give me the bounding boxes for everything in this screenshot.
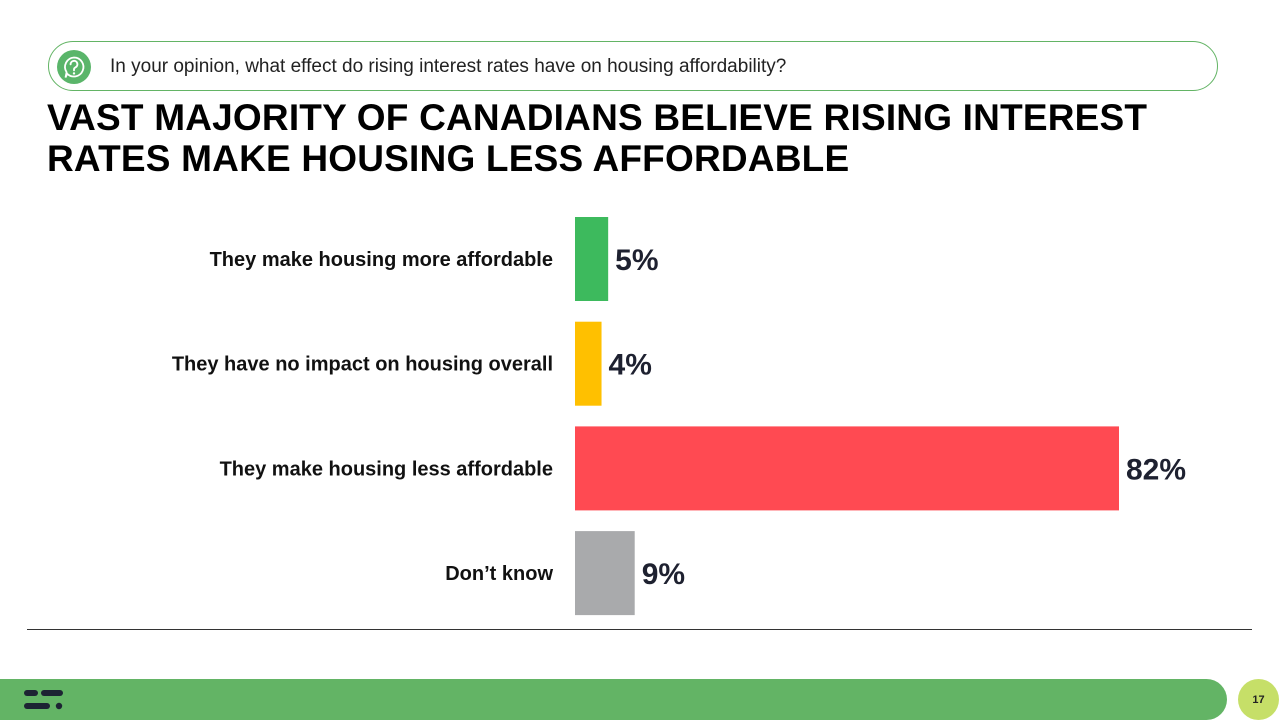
bar-chart: They make housing more affordable 5% They … — [172, 217, 1186, 616]
footer-bar — [0, 679, 1227, 720]
value-label: 9% — [642, 558, 685, 591]
bar — [575, 321, 602, 406]
page-number: 17 — [1252, 693, 1265, 706]
category-label: They make housing more affordable — [210, 249, 553, 271]
bar — [575, 531, 635, 616]
value-label: 5% — [615, 244, 658, 277]
slide-title-line-1: VAST MAJORITY OF CANADIANS BELIEVE RISIN… — [47, 97, 1148, 138]
question-box: In your opinion, what effect do rising i… — [48, 41, 1218, 91]
page-number-badge: 17 — [1238, 679, 1279, 720]
question-bubble-icon — [57, 50, 91, 84]
slide-title: VAST MAJORITY OF CANADIANS BELIEVE RISIN… — [47, 97, 1227, 179]
question-text: In your opinion, what effect do rising i… — [110, 56, 787, 77]
bar — [575, 426, 1119, 511]
company-logo-icon — [24, 690, 63, 710]
divider-line — [27, 629, 1252, 630]
bar — [575, 217, 609, 301]
value-label: 4% — [609, 349, 652, 382]
value-label: 82% — [1126, 453, 1186, 486]
category-label: They have no impact on housing overall — [172, 354, 553, 376]
category-label: Don’t know — [445, 563, 553, 585]
slide-title-line-2: RATES MAKE HOUSING LESS AFFORDABLE — [47, 138, 850, 179]
category-label: They make housing less affordable — [220, 458, 553, 480]
